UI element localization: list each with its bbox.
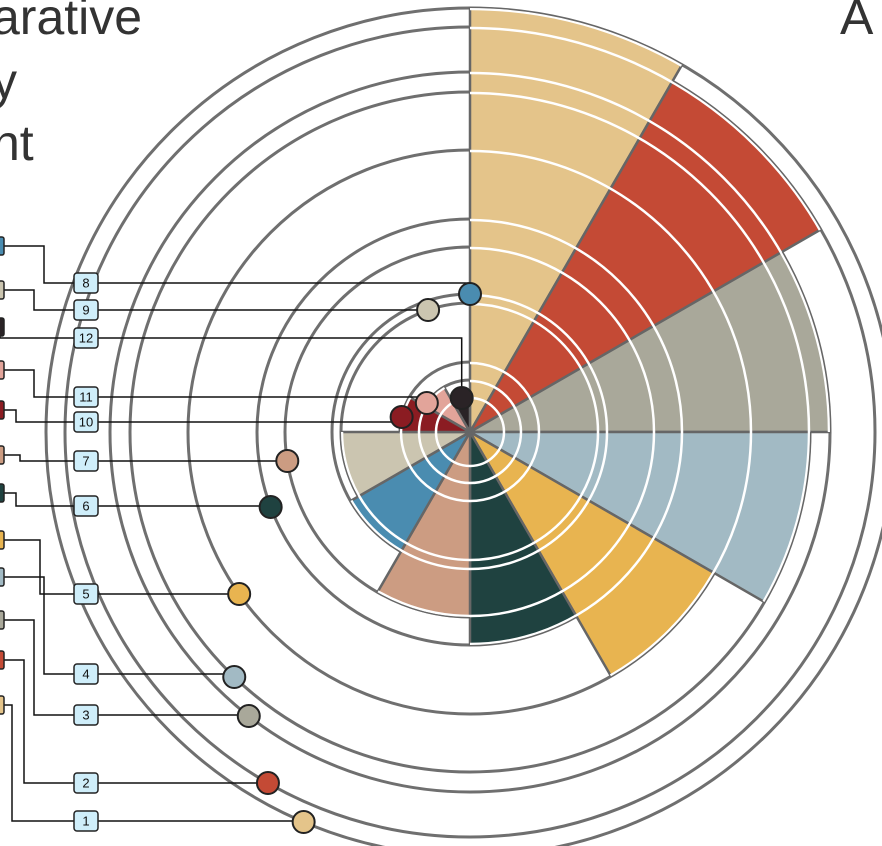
ring-highlight — [417, 379, 523, 485]
number-label: 11 — [79, 389, 93, 404]
number-label: 10 — [79, 414, 93, 429]
value-dot — [458, 282, 482, 306]
ring-highlight — [341, 246, 656, 618]
connector — [0, 539, 74, 595]
connector — [0, 619, 74, 716]
value-dot — [255, 771, 280, 795]
ring-highlight — [341, 149, 753, 677]
number-box — [73, 411, 99, 433]
number-box — [73, 495, 99, 517]
color-tab — [0, 400, 5, 420]
color-tab — [0, 317, 5, 337]
value-dot — [258, 495, 283, 519]
connector — [0, 454, 74, 462]
connector — [98, 417, 403, 423]
connector — [0, 492, 74, 507]
connector — [0, 245, 74, 284]
title-line: arative — [0, 0, 142, 45]
number-box — [73, 663, 99, 685]
number-box — [73, 450, 99, 472]
connector — [0, 327, 74, 339]
ring-highlight — [341, 218, 684, 646]
number-label: 3 — [82, 707, 89, 722]
color-tab — [0, 650, 5, 670]
connector — [98, 505, 272, 507]
value-dot — [449, 386, 474, 410]
header-right: A — [840, 0, 874, 45]
connector — [0, 659, 74, 784]
value-dot — [275, 449, 300, 473]
connector — [98, 820, 305, 822]
connector — [0, 289, 74, 311]
connector — [0, 704, 74, 822]
value-dot — [389, 405, 414, 429]
number-box — [73, 299, 99, 321]
number-box — [73, 704, 99, 726]
number-label: 6 — [82, 498, 89, 513]
number-label: 1 — [82, 813, 89, 828]
number-label: 5 — [82, 586, 89, 601]
connector — [98, 714, 250, 716]
number-box — [73, 772, 99, 794]
ring-highlight — [341, 71, 830, 677]
color-tab — [0, 610, 5, 630]
color-tab — [0, 236, 5, 256]
number-label: 12 — [79, 330, 93, 345]
value-dot — [416, 298, 441, 322]
connector — [98, 282, 471, 294]
color-tab — [0, 280, 5, 300]
number-box — [73, 327, 99, 349]
number-box — [73, 272, 99, 294]
connector — [0, 409, 74, 423]
number-label: 7 — [82, 453, 89, 468]
connector — [98, 396, 428, 403]
ring-highlight — [341, 8, 830, 677]
ring-highlight — [341, 26, 830, 677]
color-tab — [0, 445, 5, 465]
number-box — [73, 583, 99, 605]
number-box — [73, 386, 99, 408]
number-label: 4 — [82, 666, 89, 681]
number-label: 8 — [82, 275, 89, 290]
ring-highlight — [341, 91, 811, 677]
color-tab — [0, 360, 5, 380]
ring-highlight — [399, 361, 541, 503]
value-dot — [222, 665, 247, 689]
number-label: 9 — [82, 302, 89, 317]
value-dot — [414, 391, 439, 415]
connector — [98, 673, 236, 677]
connector — [0, 576, 74, 675]
color-tab — [0, 530, 5, 550]
number-label: 2 — [82, 775, 89, 790]
connector — [0, 369, 74, 398]
value-dot — [291, 810, 316, 834]
title-line: nt — [0, 115, 34, 171]
number-box — [73, 810, 99, 832]
color-tab — [0, 567, 5, 587]
value-dot — [236, 704, 261, 728]
color-tab — [0, 483, 5, 503]
color-tab — [0, 695, 5, 715]
title-line: y — [0, 53, 17, 109]
value-dot — [227, 582, 252, 606]
connector — [98, 337, 463, 398]
